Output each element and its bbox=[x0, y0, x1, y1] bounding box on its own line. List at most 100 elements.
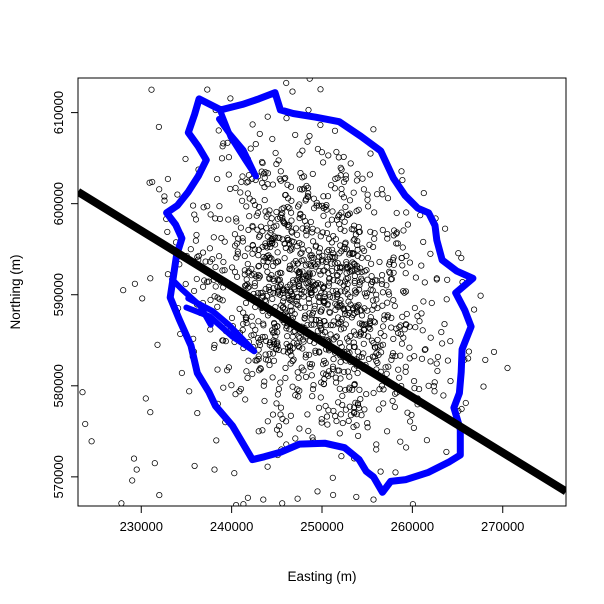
data-point bbox=[289, 333, 296, 340]
data-point bbox=[265, 252, 272, 259]
data-point bbox=[346, 251, 353, 258]
data-point bbox=[310, 238, 317, 245]
data-point bbox=[233, 502, 240, 506]
data-point bbox=[299, 147, 306, 154]
data-point bbox=[433, 275, 440, 282]
data-point bbox=[373, 446, 380, 453]
data-point bbox=[295, 374, 302, 381]
data-point bbox=[290, 328, 297, 335]
data-point bbox=[296, 201, 303, 208]
data-point bbox=[418, 355, 426, 362]
data-point bbox=[249, 242, 256, 249]
data-point bbox=[372, 277, 379, 284]
data-point bbox=[384, 235, 391, 242]
y-axis: 570000 580000 590000 600000 610000 bbox=[51, 91, 78, 499]
data-point bbox=[164, 271, 171, 278]
data-point bbox=[296, 387, 303, 394]
data-point bbox=[393, 209, 400, 217]
data-point bbox=[270, 285, 277, 292]
data-point bbox=[251, 201, 259, 209]
data-point bbox=[344, 368, 351, 375]
data-point bbox=[225, 216, 232, 223]
data-point bbox=[228, 314, 236, 322]
y-tick-label: 570000 bbox=[51, 455, 66, 498]
data-point bbox=[321, 290, 328, 297]
data-point bbox=[355, 301, 362, 308]
data-point bbox=[218, 155, 226, 162]
data-point bbox=[248, 265, 255, 272]
data-point bbox=[242, 316, 250, 323]
data-point bbox=[288, 229, 296, 236]
data-point bbox=[374, 305, 381, 312]
data-point bbox=[338, 316, 345, 323]
data-point bbox=[411, 304, 418, 312]
data-point bbox=[376, 258, 383, 265]
data-point bbox=[272, 333, 279, 340]
data-point bbox=[280, 219, 287, 226]
data-point bbox=[397, 352, 404, 359]
data-point bbox=[425, 382, 432, 389]
data-point bbox=[360, 331, 367, 338]
data-point bbox=[356, 353, 363, 360]
data-point bbox=[330, 250, 337, 257]
data-point bbox=[371, 344, 378, 351]
data-point bbox=[328, 267, 335, 274]
data-point bbox=[269, 374, 276, 381]
data-point bbox=[312, 349, 319, 356]
data-point bbox=[335, 399, 342, 406]
data-point bbox=[233, 240, 240, 247]
data-point bbox=[232, 391, 239, 398]
data-point bbox=[337, 242, 344, 249]
data-point bbox=[339, 392, 346, 400]
data-point bbox=[131, 280, 138, 287]
data-point bbox=[329, 294, 336, 301]
data-point bbox=[296, 151, 303, 158]
data-point bbox=[340, 325, 347, 332]
data-point bbox=[332, 175, 339, 182]
data-point bbox=[305, 184, 312, 191]
data-point bbox=[345, 275, 352, 282]
data-point bbox=[442, 225, 449, 232]
data-point bbox=[360, 186, 367, 193]
data-point bbox=[326, 309, 333, 316]
data-point bbox=[281, 255, 288, 262]
data-point bbox=[296, 269, 303, 276]
data-point bbox=[324, 300, 331, 308]
data-point bbox=[378, 382, 385, 389]
data-point bbox=[339, 420, 346, 427]
data-point bbox=[331, 260, 338, 267]
data-point bbox=[317, 281, 324, 288]
data-point bbox=[315, 293, 322, 300]
data-point bbox=[264, 418, 271, 425]
data-point bbox=[251, 246, 258, 253]
data-point bbox=[399, 177, 406, 184]
data-point bbox=[268, 237, 275, 245]
data-point bbox=[252, 357, 259, 364]
data-point bbox=[341, 218, 348, 225]
data-point bbox=[355, 224, 362, 231]
data-point bbox=[328, 260, 335, 267]
data-point bbox=[370, 318, 377, 325]
data-point bbox=[356, 332, 363, 339]
data-point bbox=[306, 78, 313, 82]
data-point bbox=[194, 410, 201, 417]
data-point bbox=[332, 413, 339, 420]
data-point bbox=[324, 193, 332, 200]
data-point bbox=[329, 287, 336, 295]
data-point bbox=[315, 202, 322, 209]
data-point bbox=[202, 258, 209, 265]
data-point bbox=[427, 334, 434, 341]
data-point bbox=[346, 344, 353, 351]
data-point bbox=[346, 197, 354, 204]
data-point bbox=[353, 411, 360, 418]
data-point bbox=[312, 347, 319, 354]
data-point bbox=[276, 431, 283, 438]
data-point bbox=[193, 275, 200, 283]
data-point bbox=[422, 346, 429, 353]
data-point bbox=[214, 303, 221, 310]
data-point bbox=[320, 212, 327, 219]
data-point bbox=[269, 135, 276, 143]
data-point bbox=[323, 263, 330, 271]
data-point bbox=[270, 329, 277, 336]
data-point bbox=[370, 496, 377, 503]
